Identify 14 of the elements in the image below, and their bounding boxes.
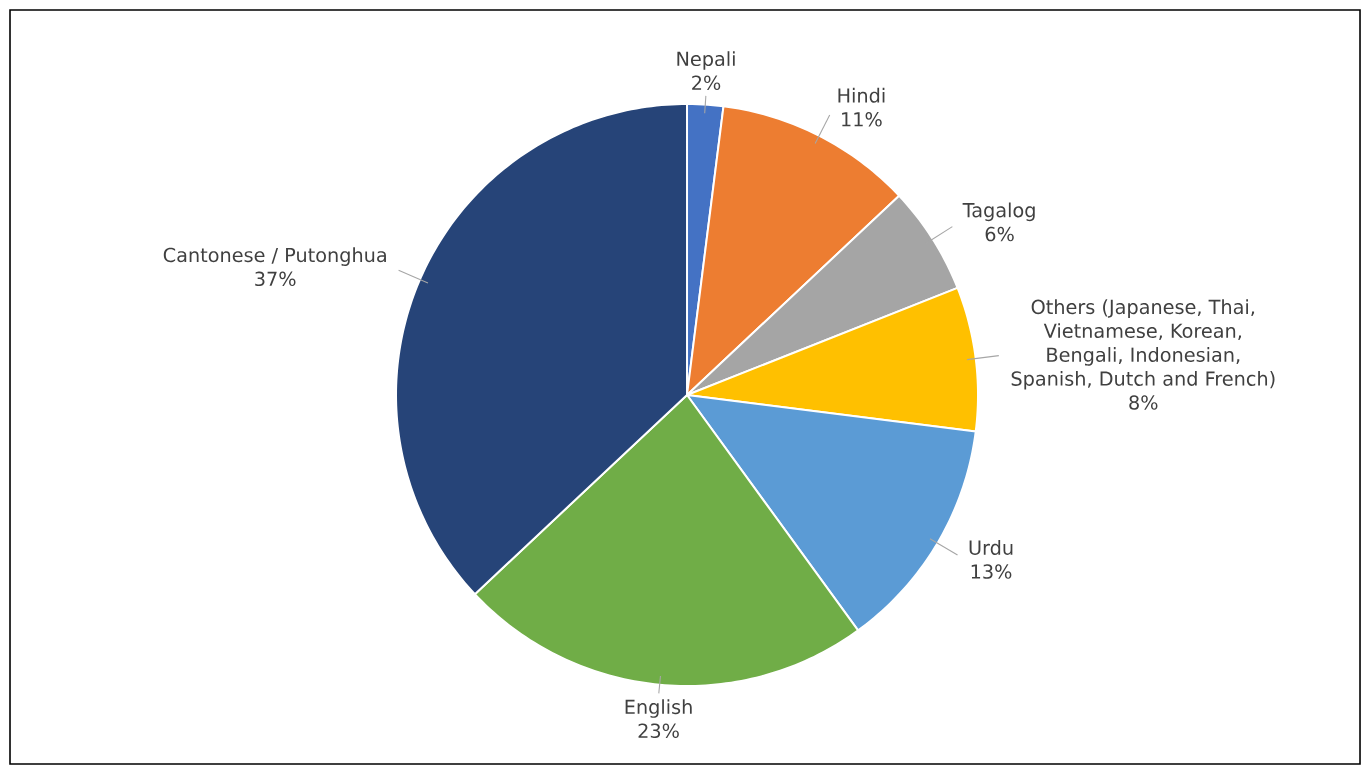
slice-label: Hindi: [838, 87, 885, 103]
data-label: 13%: [971, 564, 1012, 579]
slice-label: English: [625, 699, 692, 718]
slice-label: Nepali: [677, 51, 735, 70]
data-label: 11%: [842, 112, 882, 127]
data-label: 2%: [692, 75, 721, 91]
data-label: 37%: [255, 271, 296, 287]
data-label: 8%: [1129, 395, 1158, 410]
slice-label: Others (Japanese, Thai, Vietnamese, Korean, Bengali, Indonesian, Spanish, Dutch and French): [1011, 299, 1275, 390]
slice-label: Urdu: [969, 540, 1013, 555]
data-label: 23%: [638, 723, 679, 739]
data-label: 6%: [985, 226, 1014, 242]
slice-label: Cantonese / Putonghua: [163, 247, 386, 266]
slice-label: Tagalog: [962, 202, 1035, 222]
